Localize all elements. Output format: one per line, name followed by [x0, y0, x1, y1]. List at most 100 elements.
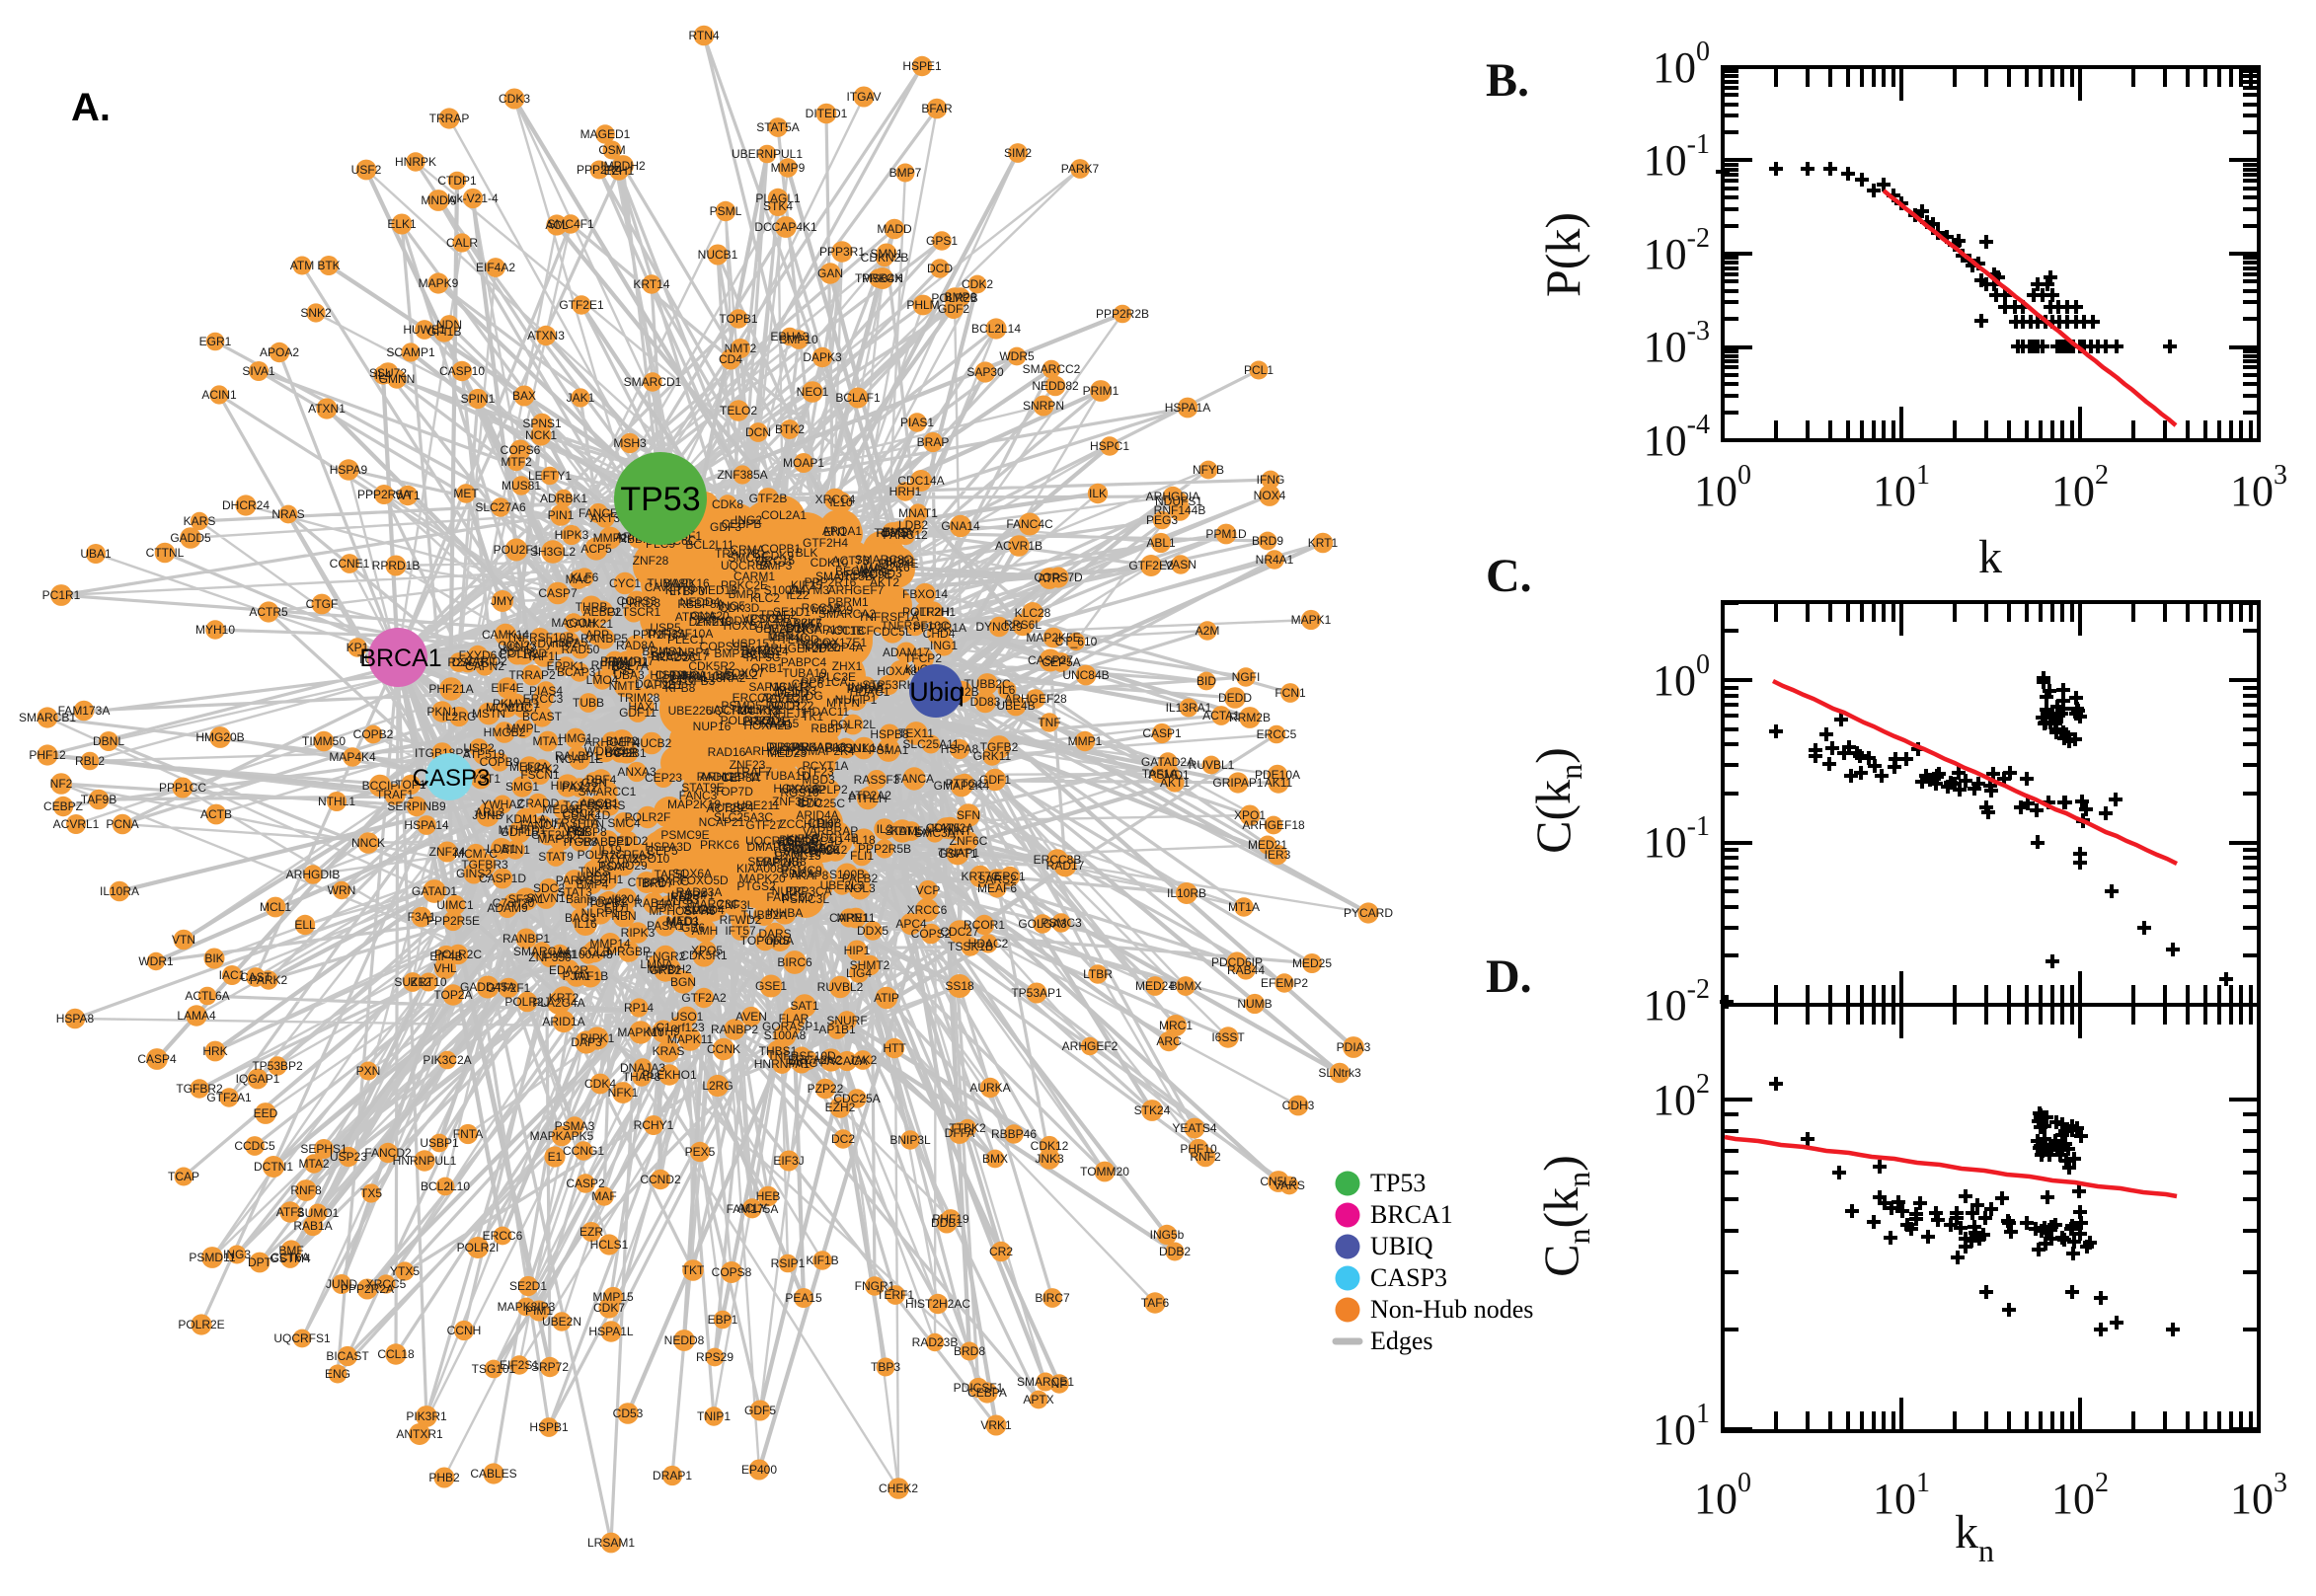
svg-text:UNC84B: UNC84B	[1062, 668, 1109, 682]
svg-text:RUVBL1: RUVBL1	[1189, 758, 1235, 772]
svg-text:BTK: BTK	[317, 259, 340, 272]
svg-text:CASP2: CASP2	[566, 1177, 605, 1190]
svg-text:RAD8A: RAD8A	[616, 639, 656, 652]
svg-text:MRC1: MRC1	[1159, 1019, 1193, 1032]
svg-text:ZNF3B: ZNF3B	[772, 795, 810, 808]
svg-text:IER3: IER3	[1265, 848, 1291, 862]
svg-text:SLC27A6: SLC27A6	[475, 500, 526, 514]
svg-text:RFWD2: RFWD2	[720, 913, 762, 927]
svg-text:OSM: OSM	[598, 143, 625, 157]
svg-text:B.: B.	[1486, 54, 1529, 107]
svg-text:DFFA: DFFA	[945, 1126, 975, 1140]
svg-text:SMG1: SMG1	[505, 780, 539, 794]
svg-text:TP53: TP53	[1370, 1169, 1426, 1197]
svg-text:VASN: VASN	[1165, 558, 1197, 571]
svg-text:MTA2: MTA2	[298, 1157, 329, 1171]
svg-text:DD83: DD83	[970, 695, 1001, 709]
svg-text:PHF10: PHF10	[1180, 1142, 1217, 1156]
svg-text:CR2: CR2	[989, 1245, 1013, 1258]
svg-text:DYNC29: DYNC29	[975, 620, 1023, 634]
svg-text:PLAGL1: PLAGL1	[755, 191, 801, 205]
svg-text:ARHGDIB: ARHGDIB	[286, 868, 341, 881]
svg-text:DEDD: DEDD	[1218, 691, 1252, 705]
svg-text:HIP1: HIP1	[844, 944, 871, 957]
svg-text:HRK: HRK	[202, 1044, 227, 1058]
svg-text:EIF4B: EIF4B	[429, 950, 462, 963]
svg-text:PEX5: PEX5	[685, 1145, 716, 1159]
svg-text:SMC4: SMC4	[607, 816, 641, 830]
svg-text:IL10: IL10	[829, 495, 853, 509]
svg-text:CD53: CD53	[613, 1406, 644, 1420]
svg-text:EBP1: EBP1	[708, 1313, 738, 1327]
svg-text:ATP519: ATP519	[463, 747, 505, 761]
svg-text:SMARC5B: SMARC5B	[815, 570, 873, 583]
svg-text:NEDD4: NEDD4	[680, 595, 721, 609]
svg-text:HMG1: HMG1	[559, 731, 593, 745]
svg-text:COPS6: COPS6	[501, 443, 541, 457]
svg-text:LAMA4: LAMA4	[177, 1009, 216, 1023]
svg-text:HRH1: HRH1	[889, 485, 922, 498]
svg-text:GOLGA3: GOLGA3	[1018, 917, 1067, 931]
svg-text:LTBR: LTBR	[1083, 967, 1113, 981]
svg-text:npdA: npdA	[766, 934, 794, 948]
svg-text:TRRAP: TRRAP	[429, 112, 470, 125]
svg-text:SERPINB9: SERPINB9	[387, 799, 446, 813]
svg-text:ELK1: ELK1	[387, 217, 417, 231]
svg-text:MAGED1: MAGED1	[580, 127, 631, 141]
svg-text:GADD5: GADD5	[170, 531, 211, 545]
svg-text:TKT: TKT	[682, 1263, 705, 1277]
svg-text:HCLS1: HCLS1	[590, 1238, 629, 1252]
svg-text:RANBP4: RANBP4	[662, 646, 710, 659]
svg-text:STAT9: STAT9	[538, 850, 574, 864]
svg-text:CDK4: CDK4	[584, 1077, 616, 1091]
svg-text:BIRC7: BIRC7	[1035, 1291, 1070, 1305]
svg-text:GDF5: GDF5	[744, 1404, 776, 1417]
svg-text:EGR1: EGR1	[199, 335, 232, 348]
svg-text:BAX: BAX	[512, 389, 536, 403]
svg-text:POLR2B: POLR2B	[931, 291, 977, 305]
svg-text:SUZ12: SUZ12	[394, 975, 431, 989]
svg-text:ELL: ELL	[294, 918, 316, 932]
svg-text:F3A1: F3A1	[408, 910, 436, 924]
svg-text:SIM2: SIM2	[1004, 146, 1032, 160]
svg-text:PEA15: PEA15	[785, 1291, 822, 1305]
svg-text:UBIQ: UBIQ	[1370, 1232, 1433, 1260]
svg-text:UQCR1E: UQCR1E	[745, 834, 795, 848]
svg-text:SMARCD1: SMARCD1	[624, 375, 682, 389]
svg-text:AURKA: AURKA	[969, 1081, 1010, 1095]
svg-text:GTF2A1: GTF2A1	[206, 1091, 252, 1104]
svg-text:DC2: DC2	[831, 1132, 855, 1146]
svg-text:FCN1: FCN1	[1274, 686, 1306, 700]
svg-text:TAF9B: TAF9B	[81, 793, 116, 806]
svg-text:ATM: ATM	[290, 259, 314, 272]
svg-text:PHF12: PHF12	[29, 748, 66, 762]
svg-text:CTGF: CTGF	[306, 597, 339, 611]
svg-text:CASP1D: CASP1D	[479, 872, 526, 885]
svg-text:ZNF385A: ZNF385A	[717, 468, 767, 482]
svg-text:NRAS: NRAS	[271, 507, 304, 521]
svg-text:TMSB4X: TMSB4X	[855, 271, 902, 285]
svg-text:FAM175A: FAM175A	[727, 1202, 779, 1216]
svg-text:TUBA8D: TUBA8D	[647, 576, 694, 590]
svg-text:PYCARD: PYCARD	[1344, 906, 1393, 920]
svg-text:JUNB: JUNB	[472, 808, 502, 822]
svg-text:RBL2: RBL2	[75, 754, 105, 768]
svg-text:ANTXR1: ANTXR1	[396, 1427, 443, 1441]
svg-text:RASSF3: RASSF3	[854, 773, 900, 787]
svg-text:CCNE1: CCNE1	[330, 557, 370, 570]
svg-text:SNRPN: SNRPN	[1023, 399, 1064, 413]
svg-text:MAPK1: MAPK1	[1291, 613, 1332, 627]
svg-text:GLTSCR1: GLTSCR1	[607, 605, 661, 619]
svg-text:KARS: KARS	[184, 514, 216, 528]
svg-text:HSPA14: HSPA14	[404, 818, 448, 832]
svg-text:CDC25A: CDC25A	[833, 1092, 880, 1105]
svg-text:HTT: HTT	[883, 1041, 906, 1055]
svg-text:MCL1: MCL1	[260, 900, 291, 914]
svg-text:LRSAM1: LRSAM1	[587, 1536, 635, 1550]
svg-text:GDF1: GDF1	[979, 773, 1011, 787]
svg-text:KIF1B: KIF1B	[806, 1254, 838, 1267]
svg-text:FAM173A: FAM173A	[58, 704, 111, 718]
svg-text:KRAS: KRAS	[653, 1044, 685, 1058]
svg-text:BCL7A: BCL7A	[611, 659, 649, 673]
svg-text:DBNL: DBNL	[93, 734, 124, 748]
